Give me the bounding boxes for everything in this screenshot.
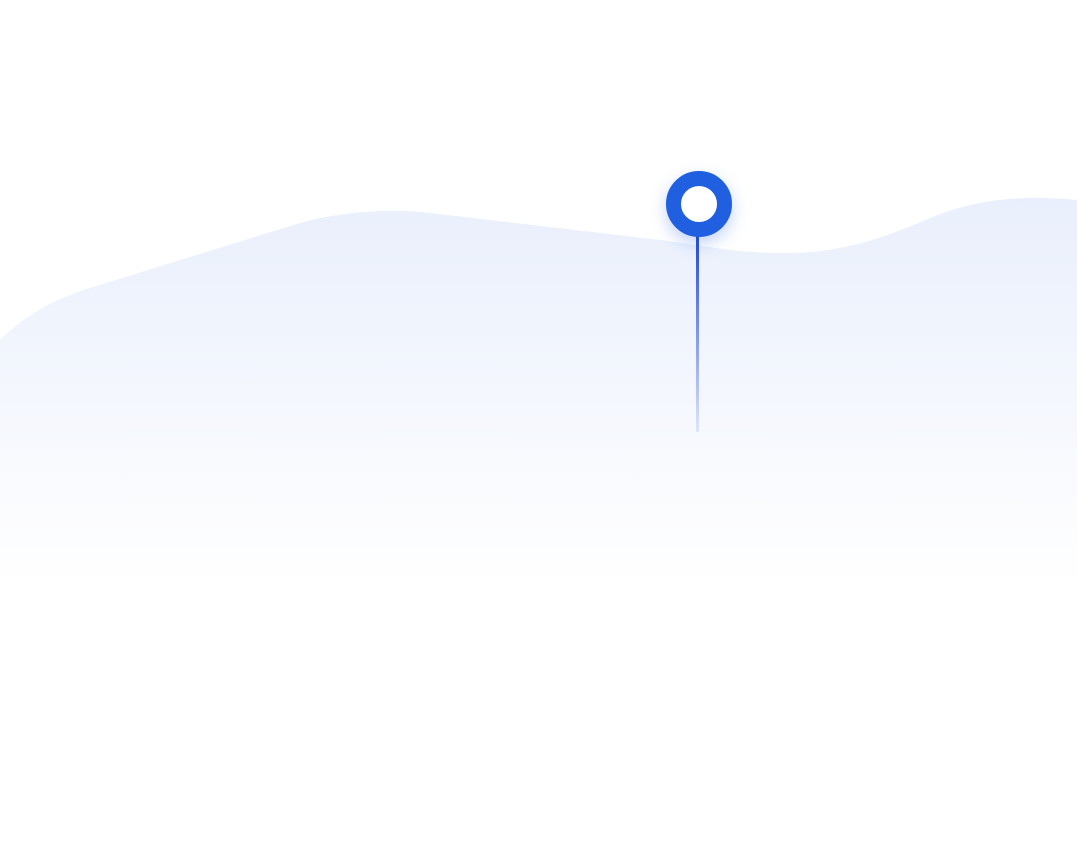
- wave-background: [0, 198, 1077, 844]
- wave-shape: [0, 198, 1077, 844]
- location-pin-icon: [666, 171, 732, 237]
- pin-stem: [696, 236, 699, 432]
